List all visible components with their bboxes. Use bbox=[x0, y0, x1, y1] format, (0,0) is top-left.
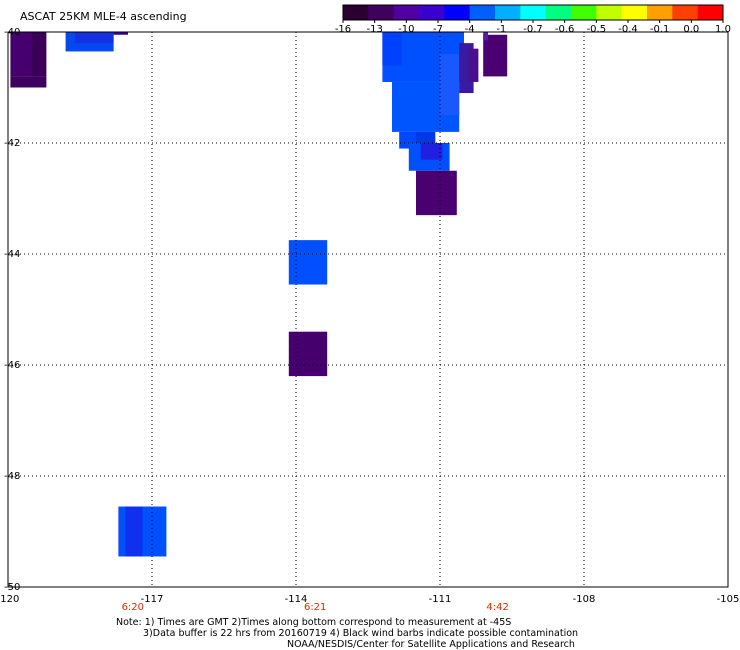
colorbar-tick-label: -1 bbox=[496, 24, 506, 35]
colorbar-tick-label: -13 bbox=[366, 24, 382, 35]
data-cell bbox=[10, 76, 47, 88]
colorbar-tick-label: -0.6 bbox=[555, 24, 575, 35]
time-label: 6:21 bbox=[304, 602, 326, 613]
lon-tick-label: -108 bbox=[573, 594, 596, 605]
data-cell bbox=[483, 32, 488, 41]
data-cell bbox=[420, 143, 443, 160]
colorbar-swatch bbox=[495, 5, 521, 20]
colorbar-swatch bbox=[697, 5, 724, 20]
note-line-3: NOAA/NESDIS/Center for Satellite Applica… bbox=[287, 639, 575, 650]
lon-tick-labels: -120 -117 -114 -111 -108 -105 bbox=[0, 594, 739, 605]
colorbar-swatch bbox=[393, 5, 420, 20]
colorbar-swatch bbox=[419, 5, 445, 20]
colorbar-swatch bbox=[571, 5, 597, 20]
colorbar-tick-label: -0.5 bbox=[587, 24, 607, 35]
colorbar-tick-label: -4 bbox=[465, 24, 475, 35]
colorbar-tick-label: -0.1 bbox=[650, 24, 670, 35]
colorbar-swatch bbox=[343, 5, 369, 20]
colorbar-tick-label: -0.7 bbox=[523, 24, 543, 35]
colorbar-tick-label: -10 bbox=[398, 24, 414, 35]
data-cell bbox=[113, 32, 128, 35]
colorbar-swatch bbox=[469, 5, 496, 20]
lat-tick-label: -46 bbox=[4, 360, 20, 371]
data-cell bbox=[416, 170, 457, 216]
data-cell bbox=[440, 54, 460, 116]
map-frame bbox=[7, 31, 729, 588]
time-label: 4:42 bbox=[486, 602, 508, 613]
colorbar-tick-label: -7 bbox=[433, 24, 443, 35]
data-cell bbox=[288, 331, 328, 377]
data-cell bbox=[75, 32, 114, 44]
colorbar-tick-label: -16 bbox=[335, 24, 351, 35]
lon-tick-label: -117 bbox=[141, 594, 164, 605]
lon-tick-label: -114 bbox=[285, 594, 308, 605]
data-cell bbox=[483, 34, 508, 77]
time-labels: 6:20 6:21 4:42 bbox=[122, 602, 509, 613]
colorbar-swatch bbox=[672, 5, 699, 20]
colorbar-swatch bbox=[596, 5, 623, 20]
data-cell bbox=[468, 48, 479, 82]
lat-tick-label: -48 bbox=[4, 471, 20, 482]
lat-tick-labels: -40 -42 -44 -46 -48 -50 bbox=[4, 27, 20, 593]
lat-tick-label: -42 bbox=[4, 138, 20, 149]
gridlines bbox=[8, 32, 728, 587]
data-cell bbox=[288, 240, 328, 285]
note-line-2: 3)Data buffer is 22 hrs from 20160719 4)… bbox=[143, 628, 578, 639]
lat-tick-label: -50 bbox=[4, 582, 20, 593]
data-cell bbox=[32, 32, 47, 77]
lon-tick-label: -105 bbox=[717, 594, 740, 605]
lon-tick-label: -111 bbox=[429, 594, 452, 605]
colorbar-swatch bbox=[621, 5, 648, 20]
colorbar-swatch bbox=[520, 5, 547, 20]
lat-tick-label: -40 bbox=[4, 27, 20, 38]
figure-title: ASCAT 25KM MLE-4 ascending bbox=[20, 10, 187, 23]
lon-tick-label: -120 bbox=[0, 594, 19, 605]
colorbar-tick-labels: -16 -13 -10 -7 -4 -1 -0.7 -0.6 -0.5 -0.4 -0.1 0.0 1.… bbox=[335, 20, 731, 35]
colorbar-swatch bbox=[647, 5, 673, 20]
data-cell bbox=[125, 506, 143, 557]
note-line-1: Note: 1) Times are GMT 2)Times along bot… bbox=[116, 617, 511, 628]
data-cell bbox=[382, 32, 402, 66]
colorbar-tick-label: 1.0 bbox=[715, 24, 731, 35]
data-cell bbox=[10, 32, 32, 77]
colorbar-swatch bbox=[444, 5, 471, 20]
colorbar bbox=[342, 4, 724, 21]
colorbar-tick-label: -0.4 bbox=[618, 24, 638, 35]
lat-tick-label: -44 bbox=[4, 249, 20, 260]
colorbar-swatch bbox=[545, 5, 572, 20]
colorbar-tick-label: 0.0 bbox=[683, 24, 699, 35]
data-cells bbox=[10, 32, 508, 557]
colorbar-swatch bbox=[368, 5, 395, 20]
time-label: 6:20 bbox=[122, 602, 144, 613]
